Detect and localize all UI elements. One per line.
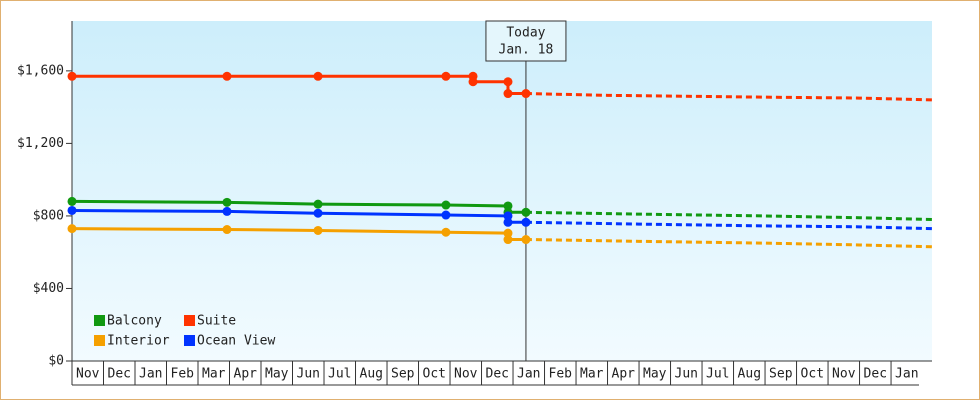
x-tick-label: Mar: [202, 367, 226, 382]
x-tick-label: Sep: [391, 367, 415, 382]
price-point: [222, 225, 232, 235]
y-tick-label: $1,600: [17, 63, 64, 78]
price-point: [503, 77, 513, 87]
price-point: [503, 89, 513, 99]
x-tick-label: Feb: [549, 367, 573, 382]
price-point: [67, 224, 77, 234]
today-box: [485, 20, 567, 62]
legend-swatch: [184, 315, 195, 326]
today-label: Jan. 18: [499, 43, 554, 58]
x-tick-label: May: [265, 367, 289, 382]
legend-label: Balcony: [107, 314, 162, 329]
y-tick-label: $0: [48, 354, 64, 369]
y-tick-label: $1,200: [17, 136, 64, 151]
price-point: [67, 196, 77, 206]
legend-label: Suite: [197, 314, 236, 329]
legend-label: Interior: [107, 334, 170, 349]
y-tick-label: $400: [33, 281, 64, 296]
today-label: Today: [506, 26, 545, 41]
price-point: [313, 225, 323, 235]
x-tick-label: Jan: [895, 367, 918, 382]
x-tick-label: Jul: [328, 367, 351, 382]
x-tick-label: Apr: [612, 367, 636, 382]
x-tick-label: Nov: [454, 367, 478, 382]
projected-line: [525, 238, 933, 249]
x-tick-label: Oct: [801, 367, 824, 382]
x-tick-label: Aug: [738, 367, 761, 382]
price-point: [67, 71, 77, 81]
plot-area: [72, 21, 932, 361]
price-point: [67, 205, 77, 215]
price-point: [503, 235, 513, 245]
price-point: [521, 217, 531, 227]
price-point: [521, 207, 531, 217]
price-point: [503, 201, 513, 211]
price-point: [222, 206, 232, 216]
x-tick-label: Feb: [171, 367, 195, 382]
x-tick-label: Dec: [108, 367, 131, 382]
x-tick-label: Jan: [517, 367, 540, 382]
x-tick-label: May: [643, 367, 667, 382]
projected-line: [525, 92, 933, 102]
price-point: [503, 211, 513, 221]
x-tick-label: Jan: [139, 367, 162, 382]
x-tick-label: Sep: [769, 367, 793, 382]
x-tick-label: Mar: [580, 367, 604, 382]
price-point: [521, 89, 531, 99]
price-point: [222, 71, 232, 81]
x-tick-label: Oct: [423, 367, 446, 382]
x-tick-label: Apr: [234, 367, 258, 382]
price-point: [503, 217, 513, 227]
x-tick-label: Dec: [486, 367, 509, 382]
x-tick-label: Aug: [360, 367, 383, 382]
x-tick-label: Nov: [832, 367, 856, 382]
x-tick-label: Jun: [297, 367, 320, 382]
price-point: [521, 235, 531, 245]
legend-swatch: [94, 315, 105, 326]
x-tick-label: Jul: [706, 367, 729, 382]
y-tick-label: $800: [33, 208, 64, 223]
price-point: [441, 227, 451, 237]
price-point: [222, 197, 232, 207]
legend-label: Ocean View: [197, 334, 275, 349]
price-point: [468, 77, 478, 87]
x-tick-label: Dec: [864, 367, 887, 382]
price-point: [313, 208, 323, 218]
price-point: [441, 71, 451, 81]
price-point: [313, 71, 323, 81]
price-point: [441, 200, 451, 210]
price-point: [313, 199, 323, 209]
legend-swatch: [94, 335, 105, 346]
projected-line: [525, 220, 933, 231]
x-tick-label: Jun: [675, 367, 698, 382]
x-tick-label: Nov: [76, 367, 100, 382]
projected-line: [525, 210, 933, 222]
legend-swatch: [184, 335, 195, 346]
price-point: [441, 210, 451, 220]
price-point: [503, 228, 513, 238]
